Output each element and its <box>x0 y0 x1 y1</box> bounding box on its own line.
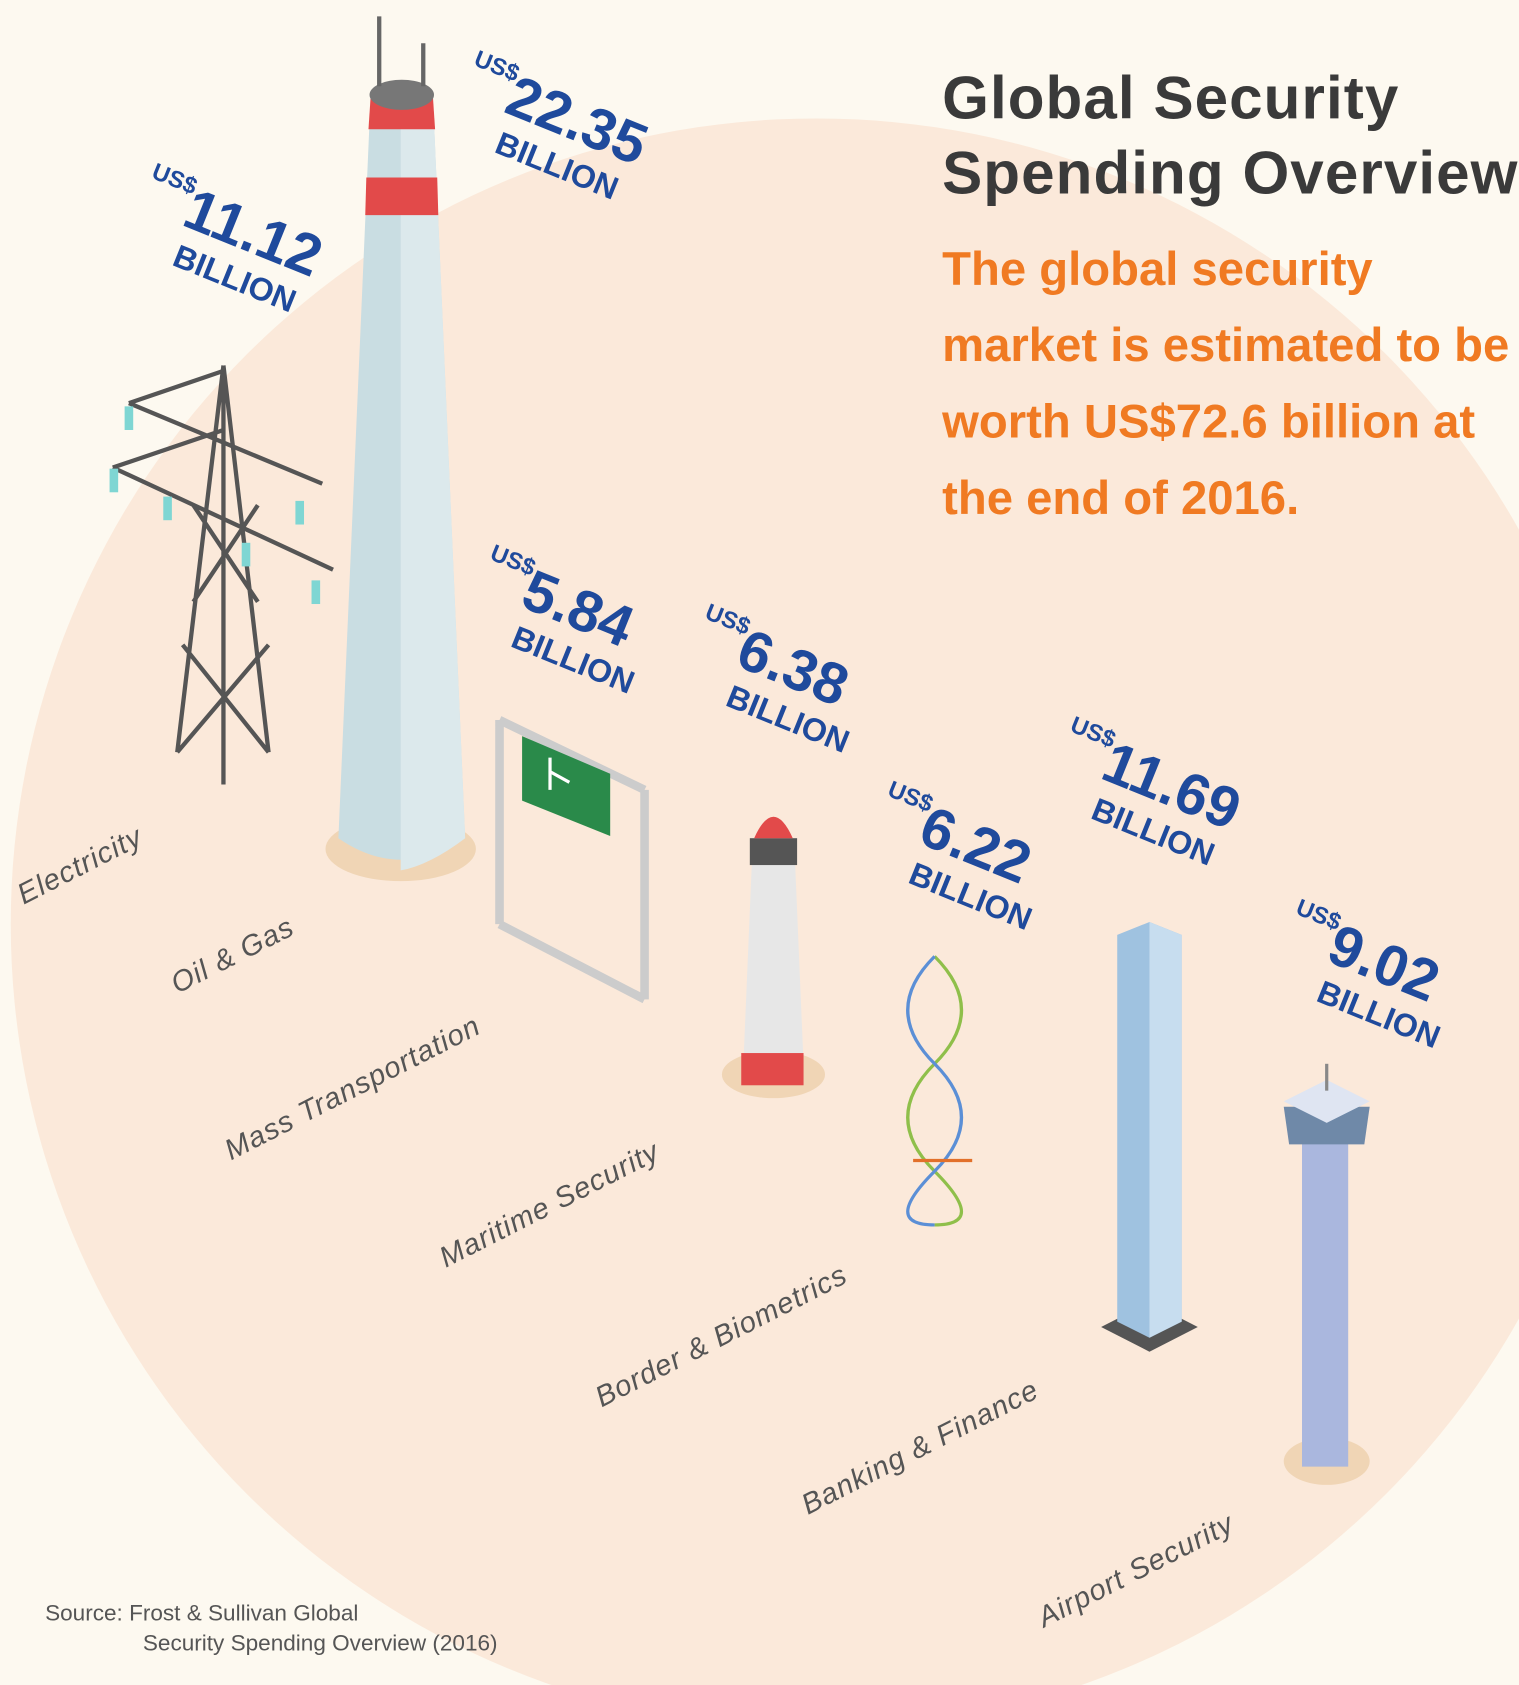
subtitle-line: worth US$72.6 billion at <box>941 396 1475 449</box>
title-line: Global Security <box>942 64 1399 131</box>
infographic: Global Security Spending Overview The gl… <box>0 0 1519 1685</box>
source-line: Source: Frost & Sullivan Global <box>45 1600 358 1625</box>
subtitle-line: market is estimated to be <box>942 319 1509 372</box>
subtitle-line: The global security <box>942 243 1373 296</box>
source-line: Security Spending Overview (2016) <box>143 1630 498 1655</box>
subtitle-line: the end of 2016. <box>942 472 1299 525</box>
page: {"title": ["Global Security", "Spending … <box>0 0 1519 1685</box>
title-line: Spending Overview <box>942 140 1518 207</box>
